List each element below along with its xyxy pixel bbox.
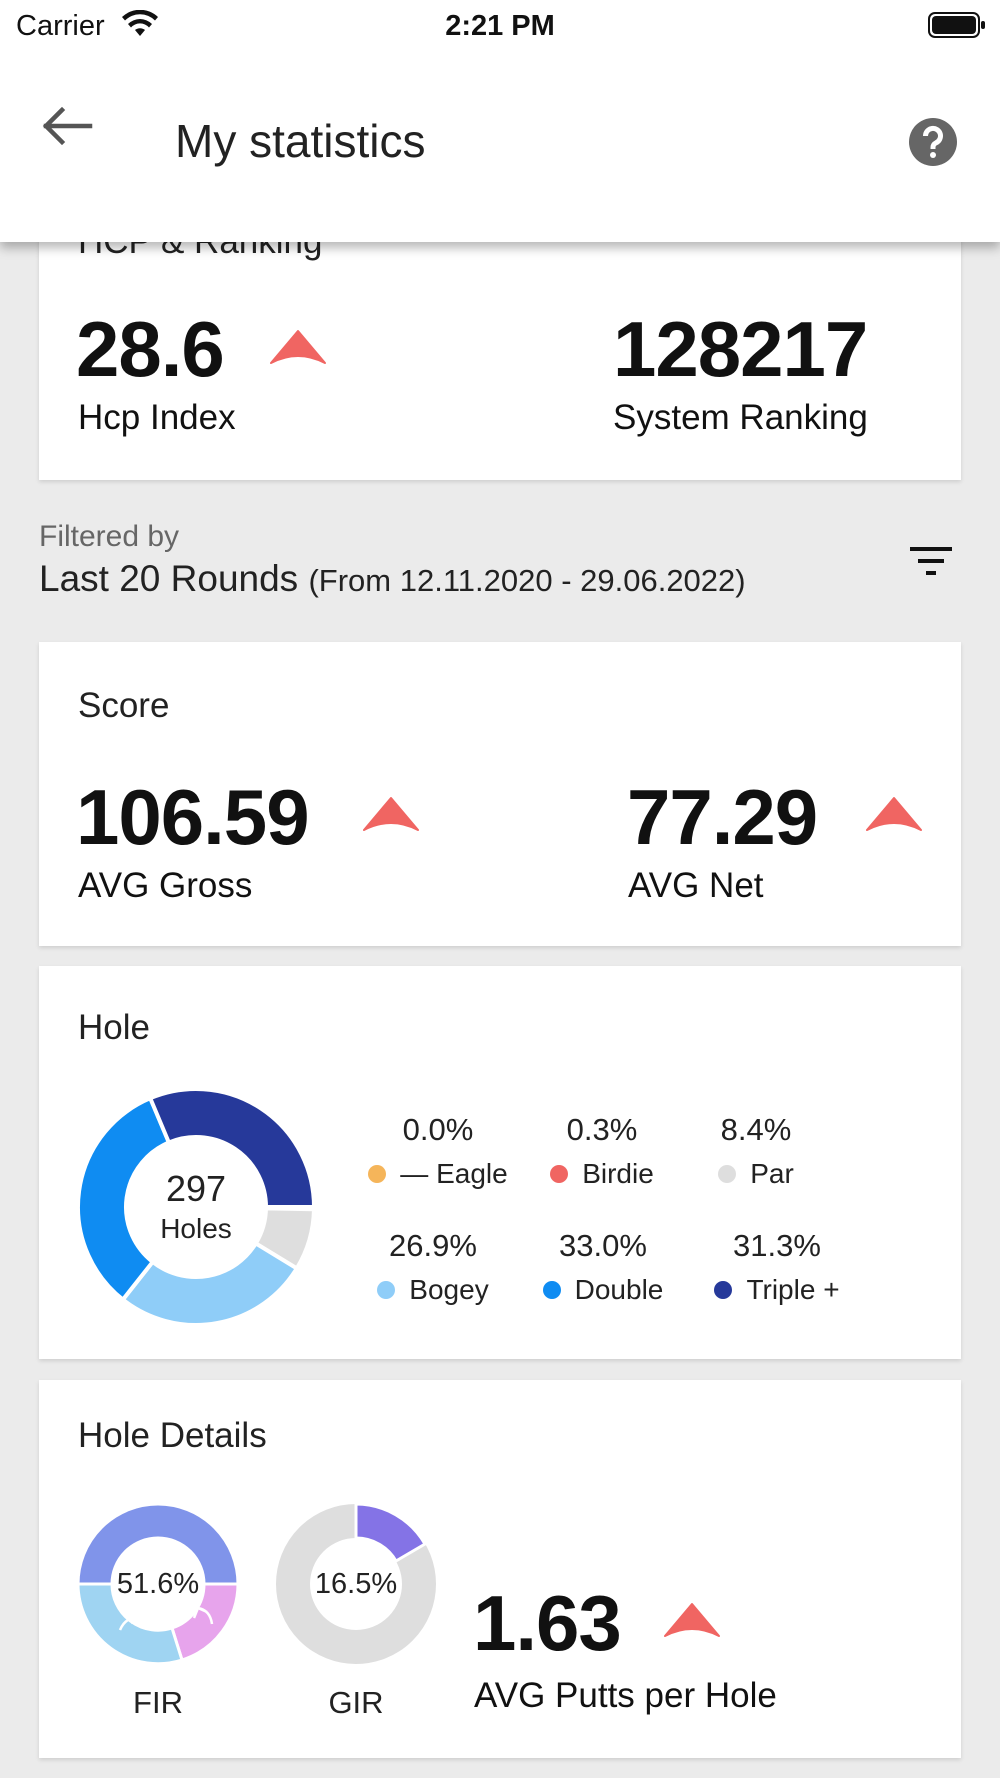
fir-hit-arc bbox=[76, 1502, 240, 1586]
legend-item-bogey: 26.9% Bogey bbox=[353, 1228, 513, 1306]
holes-label: Holes bbox=[160, 1213, 232, 1244]
trend-up-icon bbox=[664, 1603, 720, 1637]
hcp-index-value: 28.6 bbox=[76, 305, 225, 393]
filter-summary[interactable]: Last 20 Rounds (From 12.11.2020 - 29.06.… bbox=[39, 558, 746, 600]
filter-caption: Filtered by bbox=[39, 520, 180, 553]
legend-pct: 0.0% bbox=[402, 1112, 474, 1147]
score-card: Score 106.59 AVG Gross 77.29 AVG Net bbox=[39, 642, 961, 946]
battery-icon bbox=[928, 12, 985, 38]
legend-pct: 31.3% bbox=[733, 1228, 821, 1263]
legend-label: Birdie bbox=[582, 1158, 654, 1189]
avg-net-label: AVG Net bbox=[628, 866, 764, 905]
legend-item-triple: 31.3% Triple + bbox=[697, 1228, 857, 1306]
legend-label: Par bbox=[750, 1158, 794, 1189]
legend-dot bbox=[542, 1280, 561, 1299]
donut-segment-double bbox=[76, 1095, 172, 1303]
legend-item-double: 33.0% Double bbox=[523, 1228, 683, 1306]
avg-gross-value: 106.59 bbox=[76, 773, 310, 861]
trend-up-icon bbox=[866, 797, 922, 831]
status-bar: Carrier 2:21 PM bbox=[0, 0, 1000, 52]
holes-count: 297 bbox=[165, 1168, 227, 1209]
help-circle-icon[interactable] bbox=[908, 117, 958, 167]
fir-percent: 51.6% bbox=[116, 1568, 200, 1600]
filter-icon[interactable] bbox=[908, 543, 954, 579]
system-ranking-value: 128217 bbox=[613, 305, 868, 393]
wifi-icon bbox=[122, 10, 158, 36]
gir-donut bbox=[276, 1502, 436, 1664]
legend-label: — Eagle bbox=[400, 1158, 508, 1189]
legend-item-eagle: 0.0% — Eagle bbox=[358, 1112, 518, 1190]
hole-card: Hole 297 Holes 0.0% — Eagle 0.3% Birdie … bbox=[39, 966, 961, 1359]
hcp-index-label: Hcp Index bbox=[78, 398, 236, 437]
hole-details-card: Hole Details 51.6% FIR 16.5% GIR 1.63 AV… bbox=[39, 1380, 961, 1758]
avg-putts-label: AVG Putts per Hole bbox=[474, 1676, 777, 1715]
fir-left-arc bbox=[76, 1582, 184, 1666]
legend-dot bbox=[714, 1280, 733, 1299]
hole-title: Hole bbox=[78, 1008, 150, 1047]
system-ranking-label: System Ranking bbox=[613, 398, 868, 437]
app-bar: My statistics bbox=[0, 52, 1000, 242]
gir-hit-arc bbox=[354, 1502, 428, 1564]
legend-pct: 8.4% bbox=[720, 1112, 792, 1147]
legend-item-birdie: 0.3% Birdie bbox=[522, 1112, 682, 1190]
legend-dot bbox=[718, 1164, 737, 1183]
hole-distribution-donut bbox=[76, 1087, 316, 1327]
hole-details-title: Hole Details bbox=[78, 1416, 267, 1455]
legend-label: Double bbox=[574, 1274, 664, 1305]
donut-segment-bogey bbox=[120, 1240, 300, 1327]
clock-time: 2:21 PM bbox=[445, 10, 555, 42]
arrow-left-icon[interactable] bbox=[40, 106, 96, 146]
gir-label: GIR bbox=[328, 1685, 384, 1720]
score-title: Score bbox=[78, 686, 170, 725]
carrier-label: Carrier bbox=[16, 10, 105, 42]
avg-net-value: 77.29 bbox=[627, 773, 818, 861]
legend-dot bbox=[377, 1280, 396, 1299]
page-title: My statistics bbox=[175, 115, 426, 167]
hcp-ranking-card: HCP & Ranking 28.6 Hcp Index 128217 Syst… bbox=[39, 212, 961, 480]
gir-percent: 16.5% bbox=[314, 1568, 398, 1600]
trend-up-icon bbox=[363, 797, 419, 831]
fir-label: FIR bbox=[133, 1685, 183, 1720]
filter-value: Last 20 Rounds bbox=[39, 558, 299, 599]
legend-dot bbox=[368, 1164, 387, 1183]
avg-putts-value: 1.63 bbox=[473, 1579, 622, 1667]
legend-item-par: 8.4% Par bbox=[676, 1112, 836, 1190]
avg-gross-label: AVG Gross bbox=[78, 866, 253, 905]
legend-dot bbox=[550, 1164, 569, 1183]
legend-label: Bogey bbox=[409, 1274, 489, 1305]
legend-pct: 26.9% bbox=[389, 1228, 477, 1263]
donut-segment-triple bbox=[147, 1087, 316, 1209]
fir-donut bbox=[76, 1502, 240, 1666]
filter-date-range: (From 12.11.2020 - 29.06.2022) bbox=[308, 563, 746, 598]
legend-pct: 0.3% bbox=[566, 1112, 638, 1147]
legend-label: Triple + bbox=[746, 1274, 840, 1305]
trend-up-icon bbox=[270, 330, 326, 364]
legend-pct: 33.0% bbox=[559, 1228, 647, 1263]
